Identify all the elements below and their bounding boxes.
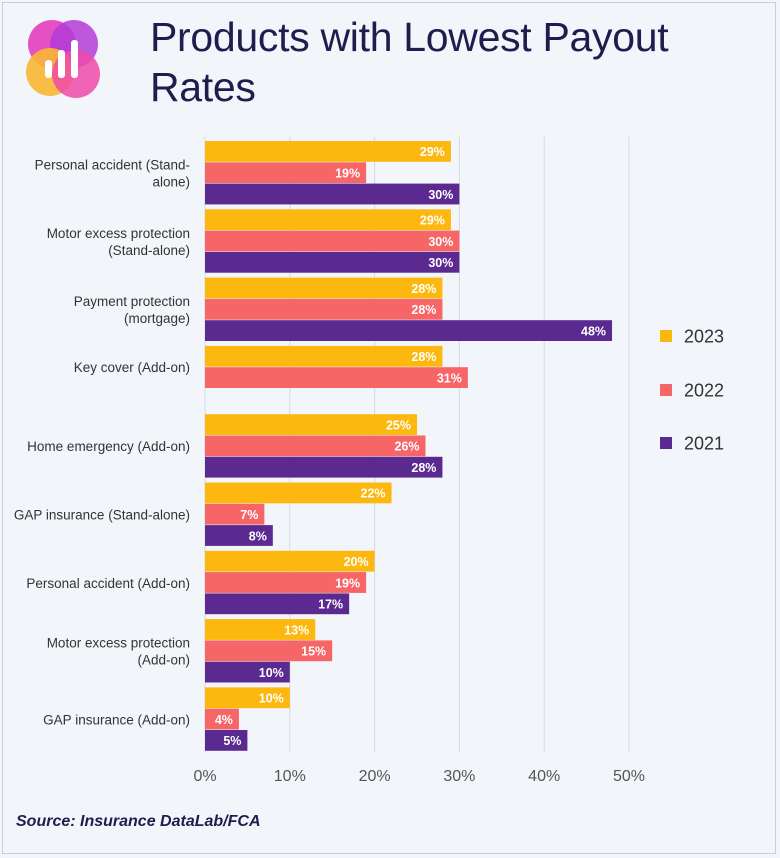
- bar-2022: [205, 435, 426, 457]
- brand-logo-icon: [26, 20, 100, 98]
- data-label: 30%: [428, 235, 453, 249]
- category-label: Personal accident (Stand-alone): [35, 157, 190, 189]
- bar-2023: [205, 550, 375, 572]
- category-label: Key cover (Add-on): [74, 360, 190, 375]
- data-label: 31%: [437, 371, 462, 385]
- data-label: 30%: [428, 188, 453, 202]
- data-label: 15%: [301, 645, 326, 659]
- data-label: 10%: [259, 692, 284, 706]
- legend-label-2022: 2022: [684, 381, 724, 401]
- bar-2022: [205, 708, 239, 730]
- legend-label-2023: 2023: [684, 327, 724, 347]
- data-label: 17%: [318, 598, 343, 612]
- data-label: 22%: [361, 487, 386, 501]
- x-tick-label: 0%: [193, 768, 216, 785]
- legend-swatch-2023: [660, 330, 672, 342]
- chart-title: Products with Lowest Payout Rates: [150, 14, 669, 110]
- data-label: 48%: [581, 324, 606, 338]
- bar-2022: [205, 298, 443, 320]
- bar-2022: [205, 503, 265, 525]
- data-label: 8%: [249, 529, 267, 543]
- data-label: 28%: [411, 350, 436, 364]
- bar-2023: [205, 209, 451, 231]
- data-label: 30%: [428, 256, 453, 270]
- bar-2023: [205, 277, 443, 299]
- data-label: 28%: [411, 282, 436, 296]
- bar-2021: [205, 183, 460, 205]
- data-label: 13%: [284, 623, 309, 637]
- data-label: 29%: [420, 213, 445, 227]
- bar-2021: [205, 730, 248, 751]
- legend-swatch-2022: [660, 384, 672, 396]
- data-label: 7%: [240, 508, 258, 522]
- data-label: 20%: [344, 555, 369, 569]
- source-note: Source: Insurance DataLab/FCA: [16, 813, 261, 830]
- data-label: 26%: [394, 440, 419, 454]
- category-label: Motor excess protection (Add-on): [47, 636, 190, 668]
- data-label: 28%: [411, 303, 436, 317]
- category-label: Home emergency (Add-on): [27, 439, 190, 454]
- x-tick-label: 40%: [528, 768, 560, 785]
- x-tick-label: 10%: [274, 768, 306, 785]
- bar-2023: [205, 482, 392, 504]
- bar-2023: [205, 345, 443, 367]
- category-label: GAP insurance (Add-on): [43, 712, 190, 727]
- category-label: Motor excess protection (Stand-alone): [47, 226, 190, 258]
- bar-2022: [205, 367, 468, 388]
- bar-2023: [205, 141, 451, 162]
- bar-2023: [205, 687, 290, 709]
- data-label: 28%: [411, 461, 436, 475]
- bar-2023: [205, 619, 316, 640]
- data-label: 25%: [386, 418, 411, 432]
- bar-2021: [205, 525, 273, 546]
- bar-2021: [205, 593, 350, 615]
- category-label: Personal accident (Add-on): [26, 576, 190, 591]
- data-label: 4%: [215, 713, 233, 727]
- bar-2023: [205, 414, 417, 435]
- bar-2021: [205, 320, 613, 341]
- bar-2021: [205, 456, 443, 478]
- legend-label-2021: 2021: [684, 434, 724, 454]
- bar-2022: [205, 230, 460, 252]
- bar-2022: [205, 640, 333, 662]
- bar-2022: [205, 162, 367, 184]
- data-label: 19%: [335, 576, 360, 590]
- data-label: 29%: [420, 145, 445, 159]
- category-label: GAP insurance (Stand-alone): [14, 507, 190, 522]
- x-tick-label: 50%: [613, 768, 645, 785]
- data-label: 19%: [335, 166, 360, 180]
- data-label: 10%: [259, 666, 284, 680]
- bar-2021: [205, 661, 290, 683]
- x-tick-label: 20%: [359, 768, 391, 785]
- bar-2021: [205, 251, 460, 273]
- legend-swatch-2021: [660, 437, 672, 449]
- data-label: 5%: [223, 734, 241, 748]
- bar-2022: [205, 572, 367, 593]
- x-tick-label: 30%: [443, 768, 475, 785]
- category-label: Payment protection (mortgage): [74, 294, 190, 326]
